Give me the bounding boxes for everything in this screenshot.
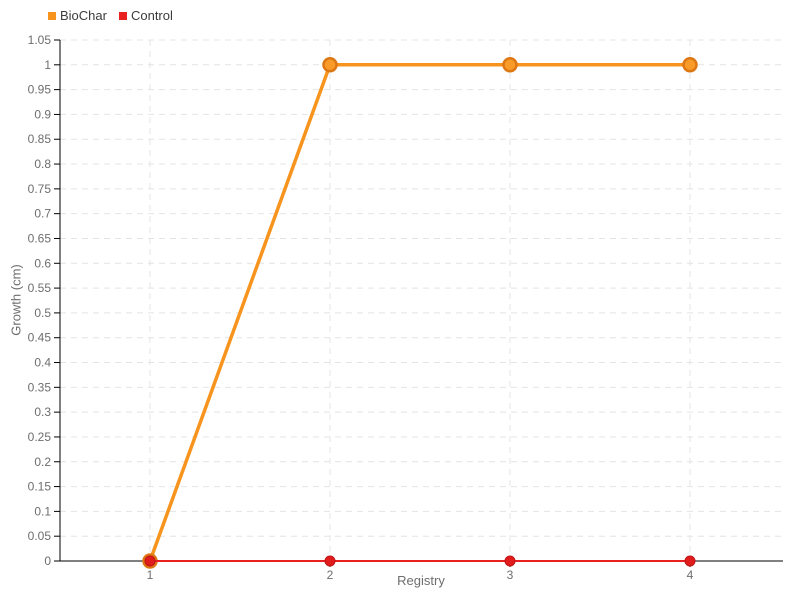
x-axis-label: Registry xyxy=(397,573,445,588)
data-point-biochar[interactable] xyxy=(502,57,518,73)
y-tick-label: 0.5 xyxy=(34,306,51,320)
x-tick-label: 1 xyxy=(147,568,154,582)
data-point-control[interactable] xyxy=(684,555,696,567)
y-tick-label: 0.55 xyxy=(28,281,52,295)
y-tick-label: 0 xyxy=(44,554,51,568)
y-tick-label: 0.2 xyxy=(34,455,51,469)
biochar-swatch-icon xyxy=(48,11,56,20)
y-tick-label: 0.85 xyxy=(28,132,52,146)
series-line-biochar xyxy=(148,63,692,563)
x-tick-label: 4 xyxy=(687,568,694,582)
legend-label-biochar: BioChar xyxy=(60,8,107,23)
data-point-biochar[interactable] xyxy=(322,57,338,73)
x-tick-label: 3 xyxy=(507,568,514,582)
y-tick-label: 0.6 xyxy=(34,256,51,270)
y-tick-label: 0.15 xyxy=(28,480,52,494)
y-tick-label: 0.25 xyxy=(28,430,52,444)
y-tick-label: 0.65 xyxy=(28,231,52,245)
y-tick-label: 0.95 xyxy=(28,83,52,97)
data-point-control[interactable] xyxy=(144,555,156,567)
y-tick-label: 0.3 xyxy=(34,405,51,419)
y-tick-label: 0.05 xyxy=(28,529,52,543)
x-tick-label: 2 xyxy=(327,568,334,582)
y-axis-label: Growth (cm) xyxy=(8,264,24,336)
data-point-control[interactable] xyxy=(504,555,516,567)
legend: BioChar Control xyxy=(48,8,173,23)
y-tick-label: 0.35 xyxy=(28,380,52,394)
legend-item-control[interactable]: Control xyxy=(118,8,173,23)
y-tick-label: 0.8 xyxy=(34,157,51,171)
y-tick-label: 0.7 xyxy=(34,207,51,221)
legend-label-control: Control xyxy=(130,8,173,23)
y-tick-label: 0.45 xyxy=(28,331,52,345)
y-tick-label: 1 xyxy=(44,58,51,72)
data-point-control[interactable] xyxy=(324,555,336,567)
y-tick-label: 0.75 xyxy=(28,182,52,196)
y-tick-label: 1.05 xyxy=(28,33,52,47)
y-tick-label: 0.4 xyxy=(34,356,51,370)
legend-item-biochar[interactable]: BioChar xyxy=(48,8,107,23)
y-tick-label: 0.9 xyxy=(34,107,51,121)
data-point-biochar[interactable] xyxy=(682,57,698,73)
y-tick-label: 0.1 xyxy=(34,504,51,518)
control-swatch-icon xyxy=(118,11,127,20)
